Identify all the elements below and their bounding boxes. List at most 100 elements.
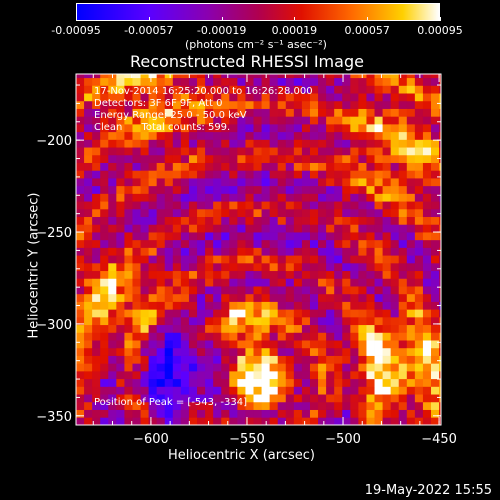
heatmap-cell (197, 100, 206, 109)
heatmap-cell (334, 278, 343, 287)
heatmap-cell (334, 232, 343, 241)
heatmap-cell (172, 270, 182, 279)
heatmap-cell (301, 363, 311, 372)
heatmap-cell (350, 301, 359, 310)
heatmap-cell (84, 270, 93, 279)
heatmap-cell (318, 85, 327, 94)
heatmap-cell (342, 409, 351, 418)
heatmap-cell (406, 162, 416, 171)
heatmap-cell (188, 255, 198, 264)
heatmap-cell (261, 370, 271, 380)
heatmap-cell (180, 85, 190, 94)
heatmap-cell (350, 123, 359, 133)
heatmap-cell (414, 301, 424, 310)
heatmap-cell (422, 378, 432, 387)
heatmap-cell (431, 270, 440, 279)
heatmap-cell (374, 332, 383, 341)
heatmap-cell (76, 178, 85, 187)
heatmap-cell (326, 370, 335, 380)
heatmap-cell (148, 201, 158, 210)
heatmap-cell (334, 116, 343, 125)
heatmap-cell (318, 370, 327, 380)
heatmap-cell (84, 162, 93, 171)
heatmap-cell (318, 154, 327, 163)
heatmap-cell (164, 123, 174, 133)
heatmap-cell (406, 170, 416, 179)
heatmap-cell (374, 74, 383, 79)
heatmap-cell (237, 232, 246, 241)
heatmap-cell (342, 324, 351, 333)
heatmap-cell (156, 201, 166, 210)
heatmap-cell (301, 270, 311, 279)
heatmap-cell (116, 347, 125, 356)
heatmap-cell (374, 193, 383, 202)
heatmap-cell (124, 409, 133, 418)
heatmap-cell (406, 378, 416, 387)
heatmap-cell (205, 301, 214, 310)
heatmap-cell (309, 355, 319, 364)
heatmap-cell (431, 370, 440, 380)
heatmap-cell (277, 394, 287, 403)
heatmap-cell (164, 185, 174, 194)
heatmap-cell (382, 208, 392, 218)
heatmap-cell (382, 262, 392, 272)
plot-axes: −600 −550 −500 −450−350−300−250−200 (36, 74, 457, 447)
heatmap-cell (334, 247, 343, 256)
heatmap-cell (213, 139, 222, 148)
heatmap-cell (140, 347, 150, 356)
heatmap-cell (439, 77, 442, 86)
heatmap-cell (439, 363, 442, 372)
heatmap-cell (124, 108, 133, 117)
heatmap-cell (213, 154, 222, 163)
heatmap-cell (390, 239, 400, 248)
heatmap-cell (116, 170, 125, 179)
heatmap-cell (221, 309, 230, 318)
heatmap-cell (390, 332, 400, 341)
heatmap-cell (261, 131, 271, 140)
heatmap-cell (100, 201, 109, 210)
heatmap-cell (277, 286, 287, 295)
heatmap-cell (253, 394, 262, 403)
heatmap-cell (318, 286, 327, 295)
heatmap-cell (148, 316, 158, 326)
heatmap-cell (205, 224, 214, 233)
heatmap-cell (108, 355, 117, 364)
heatmap-cell (261, 208, 271, 218)
heatmap-cell (390, 255, 400, 264)
heatmap-cell (285, 85, 295, 94)
heatmap-cell (326, 394, 335, 403)
heatmap-cell (431, 262, 440, 272)
heatmap-cell (205, 232, 214, 241)
heatmap-cell (213, 147, 222, 156)
heatmap-cell (342, 378, 351, 387)
heatmap-cell (406, 224, 416, 233)
heatmap-cell (422, 74, 432, 79)
heatmap-cell (301, 394, 311, 403)
heatmap-cell (358, 340, 367, 349)
heatmap-cell (431, 185, 440, 194)
heatmap-cell (439, 370, 442, 380)
heatmap-cell (164, 332, 174, 341)
heatmap-cell (84, 154, 93, 163)
heatmap-cell (245, 74, 254, 79)
heatmap-cell (285, 378, 295, 387)
heatmap-cell (245, 301, 254, 310)
heatmap-cell (164, 247, 174, 256)
heatmap-cell (205, 216, 214, 225)
heatmap-cell (406, 394, 416, 403)
heatmap-cell (269, 332, 279, 341)
heatmap-cell (164, 147, 174, 156)
heatmap-cell (390, 178, 400, 187)
heatmap-cell (92, 201, 101, 210)
heatmap-cell (156, 293, 166, 302)
heatmap-cell (366, 293, 375, 302)
heatmap-cell (108, 139, 117, 148)
heatmap-cell (277, 340, 287, 349)
heatmap-cell (318, 355, 327, 364)
heatmap-cell (390, 224, 400, 233)
heatmap-cell (132, 170, 141, 179)
heatmap-cell (156, 193, 166, 202)
heatmap-cell (172, 232, 182, 241)
heatmap-cell (414, 216, 424, 225)
heatmap-cell (92, 239, 101, 248)
